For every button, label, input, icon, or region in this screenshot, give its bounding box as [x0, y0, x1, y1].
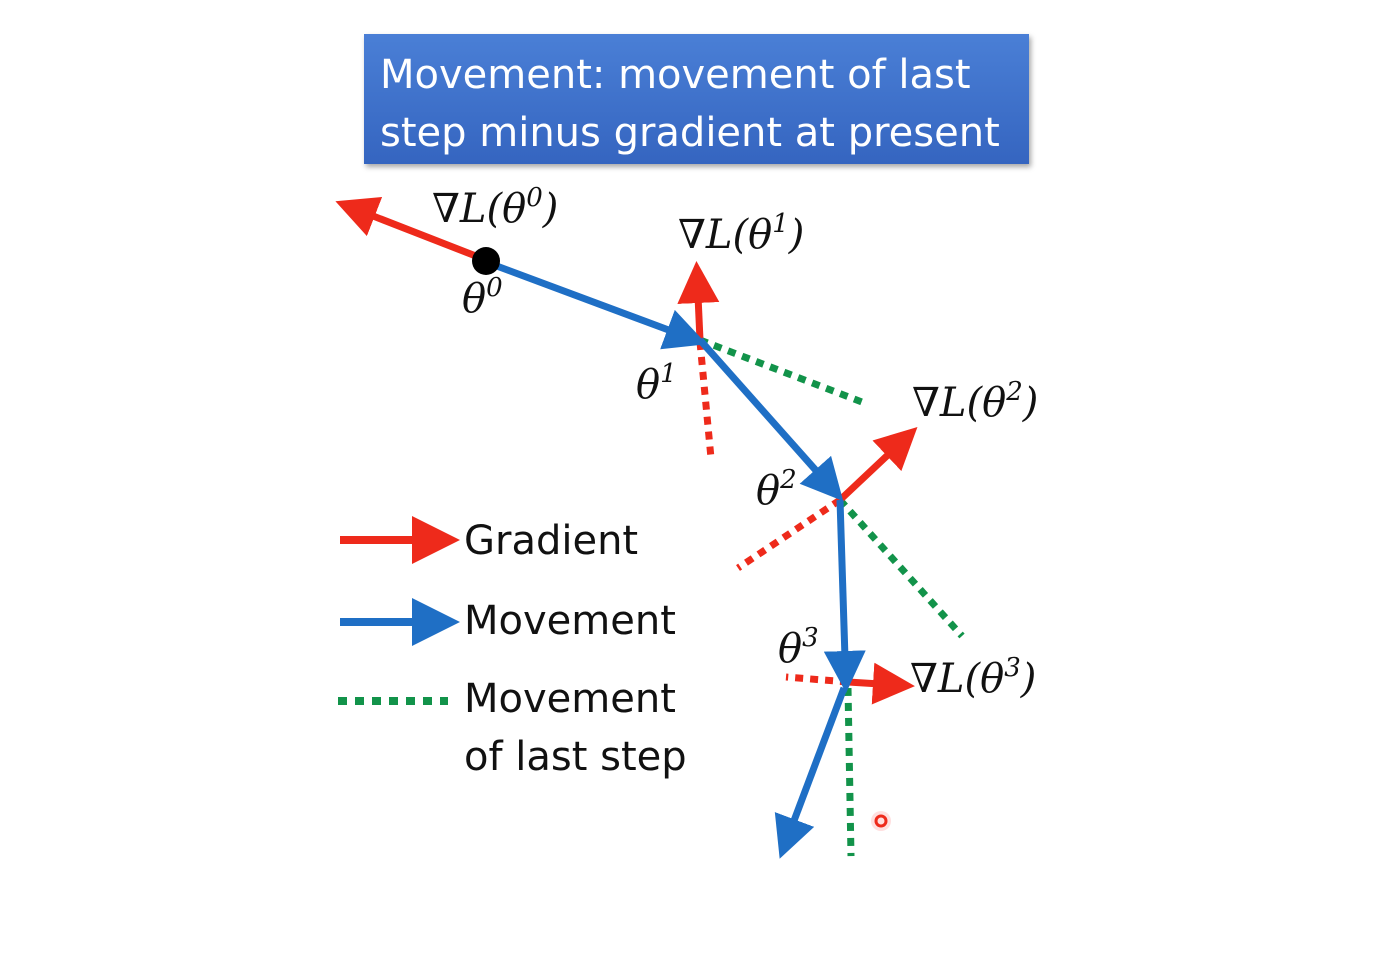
legend-last-step-label-2: of last step [464, 734, 687, 780]
theta-label-1: θ1 [636, 359, 677, 408]
neg-gradient-line-3 [785, 673, 849, 686]
movement-arrow-3 [823, 499, 866, 693]
gradient-label-1: ∇L(θ1) [678, 209, 804, 258]
legend-movement-label: Movement [464, 598, 676, 644]
gradient-label-2: ∇L(θ2) [912, 377, 1038, 426]
last-step-line-2 [837, 497, 965, 639]
theta-label-2: θ2 [756, 465, 797, 514]
movement-arrow-2 [697, 337, 844, 502]
title-line-2: step minus gradient at present [380, 110, 1000, 156]
movement-arrow-4 [774, 686, 848, 859]
movement-arrow-1 [484, 258, 707, 350]
gradient-arrow-1 [677, 261, 720, 341]
gradient-arrow-3 [847, 662, 915, 705]
gradient-label-0: ∇L(θ0) [432, 183, 558, 232]
cursor-dot [874, 814, 888, 828]
gradient-arrow-0 [335, 196, 488, 264]
neg-gradient-line-1 [696, 341, 715, 459]
legend-last-step-label-1: Movement [464, 676, 676, 722]
last-step-line-3 [844, 687, 855, 857]
gradient-arrow-2 [837, 426, 918, 503]
neg-gradient-line-2 [736, 497, 842, 571]
legend-gradient-label: Gradient [464, 518, 639, 564]
cursor-indicator [871, 811, 891, 831]
theta-label-3: θ3 [778, 623, 819, 672]
theta-label-0: θ0 [462, 273, 503, 322]
title-box: Movement: movement of last step minus gr… [364, 34, 1029, 164]
start-point [472, 247, 500, 275]
gradient-label-3: ∇L(θ3) [910, 653, 1036, 702]
title-line-1: Movement: movement of last [380, 52, 971, 98]
